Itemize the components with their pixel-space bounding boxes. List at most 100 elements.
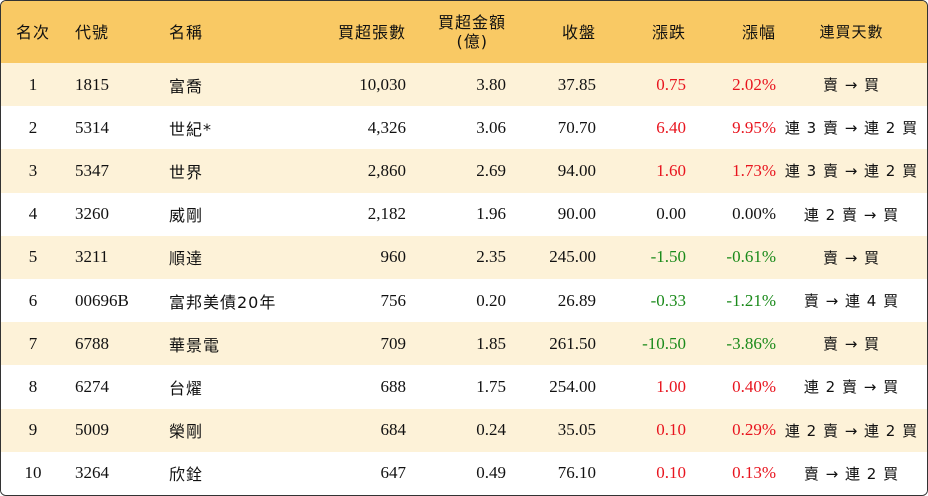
cell-rank: 9 bbox=[28, 420, 38, 440]
cell-rank: 1 bbox=[28, 74, 38, 94]
cell-amount: 1.85 bbox=[476, 333, 506, 353]
header-change: 漲跌 bbox=[651, 22, 686, 42]
cell-close: 26.89 bbox=[557, 290, 596, 310]
cell-amount: 2.35 bbox=[476, 247, 506, 267]
cell-close: 76.10 bbox=[557, 463, 596, 483]
table-row: 2 5314 世紀* 4,326 3.06 70.70 6.40 9.95% 連… bbox=[1, 106, 927, 150]
cell-pct: 0.13% bbox=[732, 463, 776, 483]
cell-name: 威剛 bbox=[169, 206, 204, 226]
cell-lots: 688 bbox=[380, 376, 407, 396]
cell-pct: 0.40% bbox=[732, 376, 776, 396]
cell-change: 1.60 bbox=[656, 160, 686, 180]
cell-change: 0.10 bbox=[656, 420, 686, 440]
cell-streak: 連 3 賣 → 連 2 買 bbox=[784, 162, 919, 181]
cell-change: 6.40 bbox=[656, 117, 686, 137]
cell-streak: 連 3 賣 → 連 2 買 bbox=[784, 119, 919, 138]
cell-close: 90.00 bbox=[557, 204, 596, 224]
cell-lots: 756 bbox=[380, 290, 407, 310]
header-lots: 買超張數 bbox=[337, 22, 406, 42]
cell-name: 富喬 bbox=[169, 76, 204, 96]
cell-name: 台燿 bbox=[169, 378, 204, 398]
cell-name: 榮剛 bbox=[169, 422, 204, 442]
cell-code: 3211 bbox=[75, 247, 109, 267]
cell-code: 3260 bbox=[75, 204, 109, 224]
cell-pct: 9.95% bbox=[732, 117, 776, 137]
cell-rank: 4 bbox=[28, 204, 38, 224]
header-amount: 買超金額 (億) bbox=[406, 1, 506, 63]
cell-code: 6788 bbox=[75, 333, 109, 353]
cell-name: 富邦美債20年 bbox=[169, 292, 277, 312]
cell-amount: 2.69 bbox=[476, 160, 506, 180]
cell-close: 70.70 bbox=[557, 117, 596, 137]
table-row: 3 5347 世界 2,860 2.69 94.00 1.60 1.73% 連 … bbox=[1, 149, 927, 193]
cell-pct: -0.61% bbox=[726, 247, 776, 267]
cell-close: 261.50 bbox=[549, 333, 596, 353]
cell-pct: -1.21% bbox=[726, 290, 776, 310]
table-row: 5 3211 順達 960 2.35 245.00 -1.50 -0.61% 賣… bbox=[1, 235, 927, 279]
cell-rank: 6 bbox=[28, 290, 38, 310]
cell-streak: 連 2 賣 → 買 bbox=[803, 378, 900, 397]
header-code: 代號 bbox=[75, 22, 110, 42]
header-rank: 名次 bbox=[15, 22, 50, 42]
header-amount-line1: 買超金額 bbox=[437, 13, 506, 32]
cell-change: 0.00 bbox=[656, 204, 686, 224]
cell-streak: 連 2 賣 → 買 bbox=[803, 205, 900, 224]
cell-amount: 1.96 bbox=[476, 204, 506, 224]
cell-amount: 0.49 bbox=[476, 463, 506, 483]
cell-streak: 賣 → 買 bbox=[822, 335, 881, 354]
cell-lots: 684 bbox=[380, 420, 407, 440]
table-row: 10 3264 欣銓 647 0.49 76.10 0.10 0.13% 賣 →… bbox=[1, 451, 927, 495]
cell-change: 1.00 bbox=[656, 376, 686, 396]
table-row: 9 5009 榮剛 684 0.24 35.05 0.10 0.29% 連 2 … bbox=[1, 408, 927, 452]
cell-rank: 2 bbox=[28, 117, 38, 137]
cell-change: -10.50 bbox=[642, 333, 686, 353]
cell-streak: 賣 → 買 bbox=[822, 76, 881, 95]
cell-close: 37.85 bbox=[557, 74, 596, 94]
cell-lots: 960 bbox=[380, 247, 407, 267]
table-row: 6 00696B 富邦美債20年 756 0.20 26.89 -0.33 -1… bbox=[1, 278, 927, 323]
header-name: 名稱 bbox=[169, 22, 204, 42]
cell-streak: 賣 → 連 2 買 bbox=[803, 464, 900, 483]
cell-amount: 3.80 bbox=[476, 74, 506, 94]
cell-change: -1.50 bbox=[650, 247, 686, 267]
header-streak: 連買天數 bbox=[819, 22, 884, 41]
table-body: 1 1815 富喬 10,030 3.80 37.85 0.75 2.02% 賣… bbox=[1, 63, 927, 495]
table-row: 8 6274 台燿 688 1.75 254.00 1.00 0.40% 連 2… bbox=[1, 365, 927, 409]
cell-name: 順達 bbox=[169, 249, 204, 269]
cell-lots: 709 bbox=[380, 333, 407, 353]
cell-name: 世界 bbox=[169, 162, 204, 182]
cell-change: -0.33 bbox=[650, 290, 686, 310]
cell-pct: -3.86% bbox=[726, 333, 776, 353]
cell-amount: 1.75 bbox=[476, 376, 506, 396]
header-pct: 漲幅 bbox=[741, 22, 776, 42]
cell-close: 254.00 bbox=[549, 376, 596, 396]
cell-amount: 0.20 bbox=[476, 290, 506, 310]
cell-pct: 1.73% bbox=[732, 160, 776, 180]
cell-code: 5347 bbox=[75, 160, 109, 180]
cell-lots: 4,326 bbox=[367, 117, 406, 137]
cell-code: 3264 bbox=[75, 463, 109, 483]
cell-rank: 7 bbox=[28, 333, 38, 353]
cell-code: 1815 bbox=[75, 74, 109, 94]
cell-change: 0.75 bbox=[656, 74, 686, 94]
cell-close: 245.00 bbox=[549, 247, 596, 267]
cell-streak: 連 2 賣 → 連 2 買 bbox=[784, 421, 919, 440]
cell-rank: 10 bbox=[24, 463, 42, 483]
cell-rank: 8 bbox=[28, 376, 38, 396]
header-close: 收盤 bbox=[561, 22, 596, 42]
cell-amount: 3.06 bbox=[476, 117, 506, 137]
cell-name: 世紀* bbox=[169, 119, 213, 139]
cell-lots: 2,182 bbox=[367, 204, 406, 224]
cell-change: 0.10 bbox=[656, 463, 686, 483]
table-row: 7 6788 華景電 709 1.85 261.50 -10.50 -3.86%… bbox=[1, 322, 927, 366]
cell-lots: 2,860 bbox=[367, 160, 406, 180]
cell-name: 欣銓 bbox=[169, 465, 204, 485]
cell-pct: 0.29% bbox=[732, 420, 776, 440]
cell-lots: 647 bbox=[380, 463, 407, 483]
header-amount-line2: (億) bbox=[456, 32, 488, 51]
cell-close: 94.00 bbox=[557, 160, 596, 180]
cell-lots: 10,030 bbox=[359, 74, 406, 94]
cell-code: 5314 bbox=[75, 117, 109, 137]
cell-code: 00696B bbox=[75, 290, 129, 310]
